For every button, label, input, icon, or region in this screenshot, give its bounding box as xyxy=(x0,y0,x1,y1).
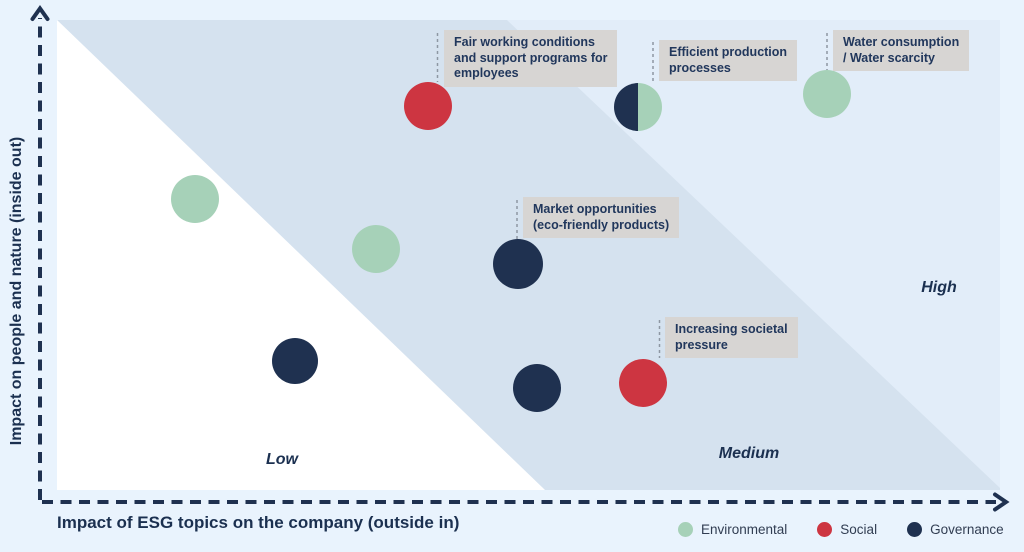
environmental-swatch-icon xyxy=(678,522,693,537)
x-axis-label: Impact of ESG topics on the company (out… xyxy=(57,513,460,532)
legend-item-governance: Governance xyxy=(907,522,1004,537)
y-axis-arrowhead-icon xyxy=(30,5,50,21)
legend-label: Social xyxy=(840,522,878,537)
legend-label: Environmental xyxy=(701,522,788,537)
legend-item-social: Social xyxy=(817,522,877,537)
legend-label: Governance xyxy=(930,522,1004,537)
y-axis-label: Impact on people and nature (inside out) xyxy=(8,136,25,446)
annotation-connectors xyxy=(436,33,828,358)
x-axis-arrowhead-icon xyxy=(993,492,1010,512)
zone-low xyxy=(57,20,545,490)
legend-item-environmental: Environmental xyxy=(678,522,787,537)
social-swatch-icon xyxy=(817,522,833,537)
governance-swatch-icon xyxy=(907,522,923,537)
legend: Environmental Social Governance xyxy=(678,522,1004,537)
